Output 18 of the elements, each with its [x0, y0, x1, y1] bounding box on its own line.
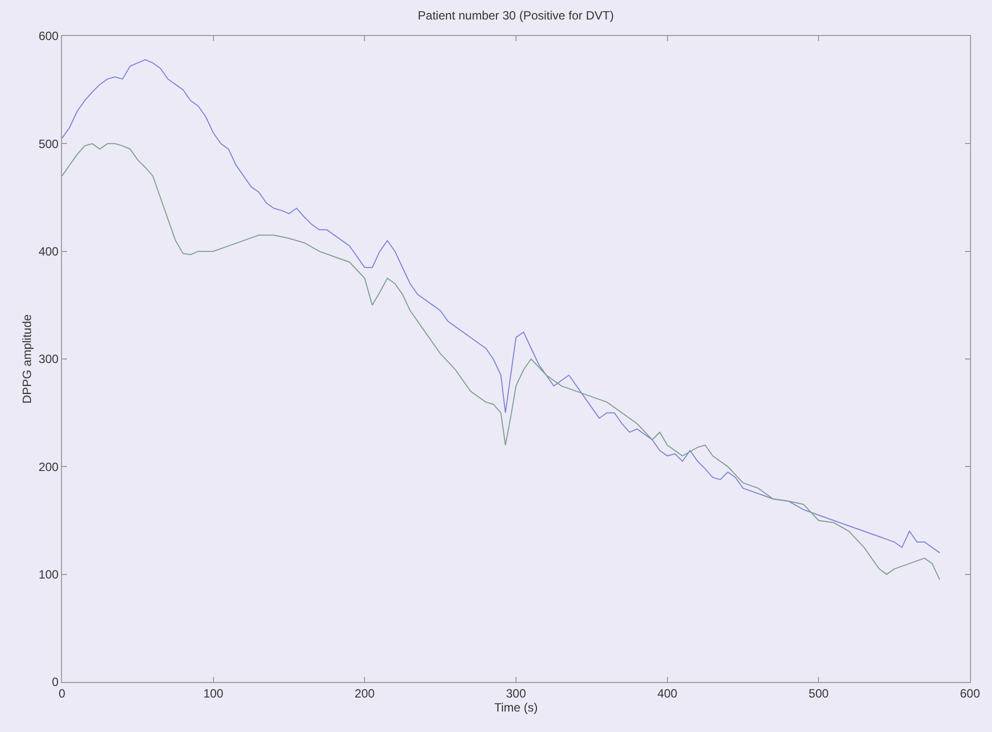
y-tick-label: 500 — [38, 136, 59, 151]
x-tick-label: 600 — [960, 686, 980, 700]
chart-title: Patient number 30 (Positive for DVT) — [418, 8, 614, 22]
y-tick-label: 300 — [38, 352, 59, 366]
line-series — [62, 59, 940, 554]
x-tick-label: 100 — [203, 686, 224, 700]
x-tick-label: 400 — [657, 686, 678, 700]
y-tick-label: 600 — [38, 29, 59, 44]
line-series — [62, 143, 940, 580]
y-tick-label: 400 — [38, 244, 59, 259]
y-axis-title: DPPG amplitude — [20, 314, 34, 404]
y-tick-label: 0 — [52, 675, 59, 690]
y-tick-label: 100 — [38, 568, 59, 582]
x-tick-label: 500 — [808, 686, 829, 700]
x-axis-title: Time (s) — [494, 700, 538, 714]
x-tick-label: 200 — [354, 686, 375, 700]
x-tick-label: 300 — [506, 686, 526, 700]
y-tick-label: 200 — [38, 460, 59, 474]
